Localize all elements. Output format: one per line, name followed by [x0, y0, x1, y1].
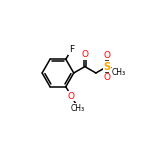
Text: O: O — [104, 51, 111, 60]
Text: O: O — [104, 73, 111, 82]
Text: F: F — [69, 45, 74, 54]
Text: O: O — [68, 92, 75, 101]
Text: CH₃: CH₃ — [111, 69, 125, 78]
Text: S: S — [104, 62, 111, 72]
Text: O: O — [81, 50, 88, 59]
Text: CH₃: CH₃ — [71, 104, 85, 113]
